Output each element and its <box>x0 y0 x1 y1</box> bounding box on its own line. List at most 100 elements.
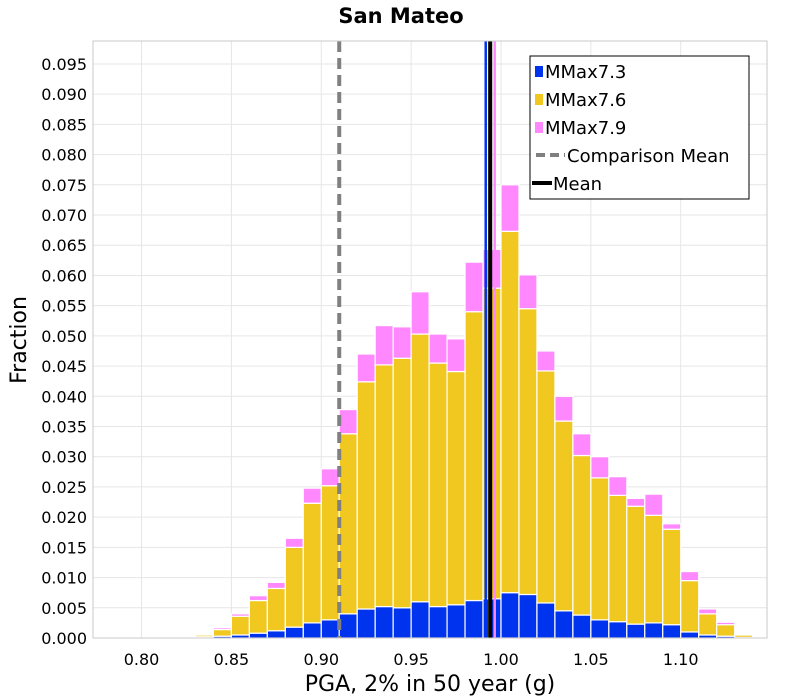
mmax76-bar <box>716 624 736 637</box>
mmax73-bar <box>572 614 592 639</box>
mmax76-bar <box>230 615 250 636</box>
mmax79-bar <box>248 595 268 602</box>
y-tick-label: 0.040 <box>41 387 87 406</box>
mmax76-bar <box>572 454 592 616</box>
legend-label-mmax79: MMax7.9 <box>545 118 626 139</box>
mmax79-bar <box>554 395 574 422</box>
y-tick-label: 0.065 <box>41 236 87 255</box>
histogram-bars <box>194 184 754 639</box>
y-tick-label: 0.000 <box>41 629 87 648</box>
y-tick-label: 0.080 <box>41 146 87 165</box>
mmax79-bar <box>518 274 538 310</box>
mmax73-bar <box>662 624 682 639</box>
mmax73-bar <box>680 631 700 639</box>
y-tick-label: 0.075 <box>41 176 87 195</box>
mmax76-bar <box>500 230 520 594</box>
mmax73-bar <box>500 592 520 639</box>
mmax79-bar <box>464 261 484 313</box>
mmax76-bar <box>518 308 538 596</box>
y-tick-label: 0.005 <box>41 599 87 618</box>
mmax76-bar <box>698 613 718 636</box>
mmax76-bar <box>320 485 340 621</box>
mmax73-bar <box>554 610 574 639</box>
mmax73-bar <box>356 608 376 639</box>
mmax76-bar <box>644 514 664 624</box>
mmax73-bar <box>392 607 412 639</box>
mmax73-bar <box>302 622 322 639</box>
mmax79-bar <box>662 523 682 530</box>
y-tick-label: 0.010 <box>41 569 87 588</box>
mmax73-bar <box>644 622 664 639</box>
mmax73-bar <box>518 593 538 639</box>
mmax79-bar <box>734 633 754 636</box>
chart-title: San Mateo <box>338 4 463 28</box>
vertical-lines <box>337 41 496 638</box>
y-tick-label: 0.095 <box>41 55 87 74</box>
legend-box <box>529 55 750 200</box>
y-tick-label: 0.045 <box>41 357 87 376</box>
mmax79-bar <box>572 433 592 457</box>
mmax79-bar <box>374 325 394 366</box>
y-axis-label: Fraction <box>7 296 32 384</box>
mmax76-bar <box>464 311 484 602</box>
mmax79-bar <box>284 537 304 548</box>
mmax76-bar <box>428 362 448 608</box>
mmax79-bar <box>608 476 628 496</box>
mmax79-bar <box>626 497 646 507</box>
x-tick-label: 0.95 <box>393 650 429 669</box>
mmax79-bar <box>644 493 664 516</box>
mmax73-bar <box>266 630 286 639</box>
mmax76-bar <box>608 494 628 623</box>
mmax76-bar <box>338 433 358 615</box>
x-tick-label: 0.85 <box>214 650 250 669</box>
y-tick-label: 0.090 <box>41 85 87 104</box>
mmax79-bar <box>392 326 412 359</box>
x-tick-label: 1.05 <box>573 650 609 669</box>
mmax79-bar <box>266 581 286 590</box>
mmax73-bar <box>320 619 340 639</box>
mmax73-bar <box>338 613 358 639</box>
x-ticks: 0.80 0.85 0.90 0.95 1.00 1.05 1.10 <box>124 650 699 669</box>
mmax79-bar <box>194 633 215 636</box>
mmax76-bar <box>302 502 322 624</box>
y-tick-label: 0.025 <box>41 478 87 497</box>
mmax73-bar <box>374 605 394 639</box>
mmax79-bar <box>680 570 700 582</box>
x-axis-label: PGA, 2% in 50 year (g) <box>305 672 556 697</box>
legend: MMax7.3 MMax7.6 MMax7.9 Comparison Mean … <box>529 55 750 200</box>
mmax73-bar <box>428 605 448 639</box>
mmax76-bar <box>680 579 700 633</box>
mmax76-bar <box>374 364 394 608</box>
mmax73-bar <box>410 601 430 639</box>
legend-label-mean: Mean <box>553 174 602 195</box>
y-ticks: 0.000 0.005 0.010 0.015 0.020 0.025 0.030 0.035… <box>41 55 87 648</box>
y-tick-label: 0.085 <box>41 115 87 134</box>
mmax79-bar <box>212 627 232 631</box>
x-tick-label: 0.80 <box>124 650 160 669</box>
y-tick-label: 0.035 <box>41 418 87 437</box>
plot-frame <box>92 40 768 639</box>
mmax79-bar <box>428 333 448 364</box>
mmax76-bar <box>590 477 610 621</box>
legend-swatch-mmax73 <box>535 66 543 77</box>
mmax76-bar <box>248 599 268 634</box>
mmax73-bar <box>536 602 556 639</box>
mmax76-bar <box>446 370 466 606</box>
y-tick-label: 0.055 <box>41 297 87 316</box>
mmax76-bar <box>392 357 412 609</box>
mmax73-bar <box>446 604 466 639</box>
y-tick-label: 0.015 <box>41 538 87 557</box>
y-tick-label: 0.050 <box>41 327 87 346</box>
mmax79-bar <box>590 456 610 479</box>
mmax79-bar <box>320 468 340 487</box>
mmax79-bar <box>230 613 250 617</box>
mmax76-bar <box>284 546 304 628</box>
mmax79-bar <box>338 408 358 435</box>
legend-swatch-mmax79 <box>535 122 543 133</box>
mmax76-bar <box>662 528 682 626</box>
mmax79-bar <box>698 608 718 615</box>
mmax76-bar <box>626 505 646 625</box>
mmax73-bar <box>608 621 628 639</box>
y-tick-label: 0.030 <box>41 448 87 467</box>
